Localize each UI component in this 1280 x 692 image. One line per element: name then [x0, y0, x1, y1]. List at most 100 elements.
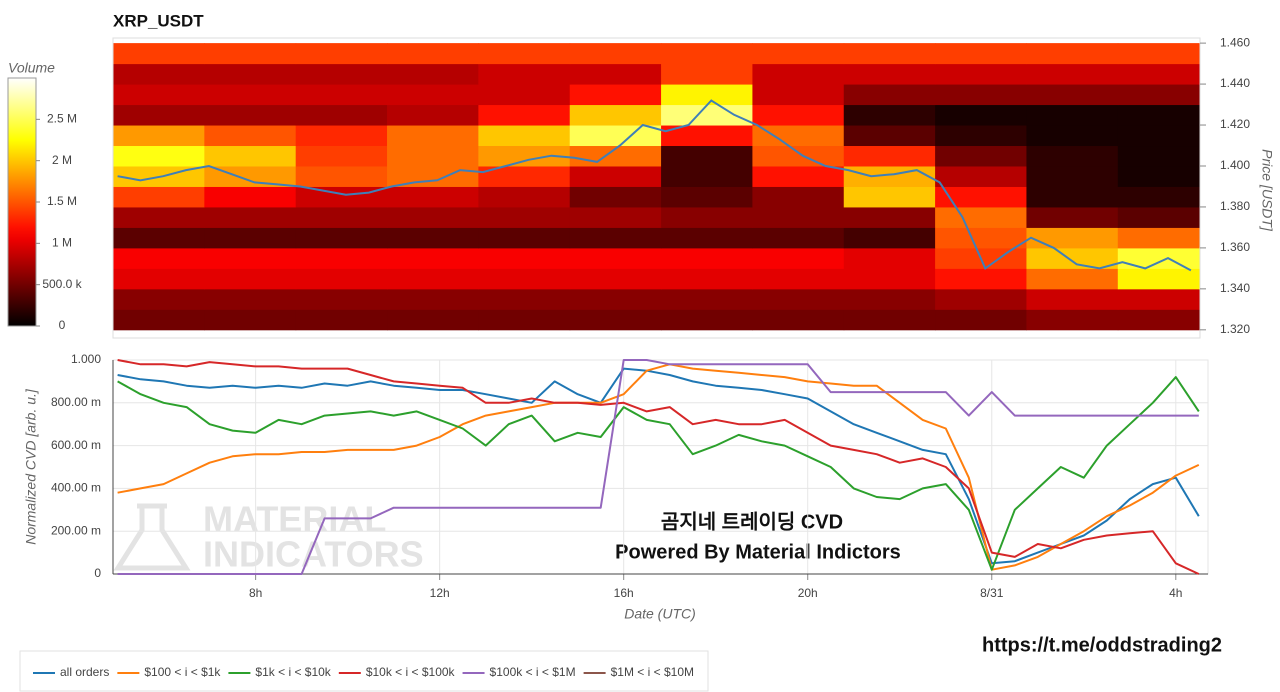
colorbar-title: Volume: [8, 60, 55, 76]
heatmap-cell: [113, 309, 205, 331]
heatmap-cell: [661, 104, 753, 126]
heatmap-cell: [113, 43, 205, 65]
x-tick-label: 8/31: [980, 586, 1004, 600]
annotation: 곰지네 트레이딩 CVD: [661, 510, 843, 533]
heatmap-cell: [569, 288, 662, 310]
heatmap-cell: [569, 165, 662, 187]
heatmap-cell: [1026, 186, 1119, 208]
heatmap-cell: [752, 43, 845, 65]
heatmap-cell: [1026, 125, 1119, 147]
heatmap-cell: [1026, 309, 1119, 331]
heatmap-cell: [1026, 165, 1119, 187]
heatmap-cell: [935, 43, 1027, 65]
heatmap-cell: [752, 104, 845, 126]
heatmap-cell: [752, 309, 845, 331]
heatmap-cell: [843, 125, 936, 147]
heatmap-cell: [387, 206, 479, 228]
legend-label[interactable]: all orders: [60, 665, 109, 679]
heatmap-cell: [387, 309, 479, 331]
heatmap-cell: [204, 227, 297, 249]
heatmap-cell: [1117, 268, 1200, 290]
plot-frame: [112, 37, 1201, 339]
legend-label[interactable]: $10k < i < $100k: [366, 665, 456, 679]
heatmap-cell: [752, 63, 845, 85]
heatmap-cell: [1117, 43, 1200, 65]
heatmap-cell: [295, 43, 388, 65]
heatmap-cell: [1117, 63, 1200, 85]
legend-label[interactable]: $100 < i < $1k: [144, 665, 221, 679]
heatmap-cell: [569, 43, 662, 65]
colorbar-tick-label: 1.5 M: [47, 194, 77, 208]
heatmap-cell: [1026, 288, 1119, 310]
heatmap-cell: [295, 309, 388, 331]
annotation: Powered By Material Indictors: [615, 541, 901, 563]
x-tick-label: 16h: [614, 586, 634, 600]
heatmap-cell: [752, 227, 845, 249]
price-line: [117, 99, 1192, 272]
legend-label[interactable]: $1M < i < $10M: [611, 665, 694, 679]
y-tick-label: 1.420: [1220, 117, 1250, 131]
y-tick-label: 1.340: [1220, 281, 1250, 295]
cvd-line: [117, 367, 1200, 565]
heatmap-cell: [1026, 145, 1119, 167]
heatmap-cell: [295, 104, 388, 126]
heatmap-cell: [661, 43, 753, 65]
heatmap-cell: [843, 247, 936, 269]
heatmap-cell: [478, 288, 571, 310]
heatmap-cell: [569, 125, 662, 147]
heatmap-cell: [478, 309, 571, 331]
heatmap-cell: [752, 165, 845, 187]
heatmap-cell: [113, 206, 205, 228]
heatmap-cell: [204, 206, 297, 228]
heatmap-cell: [935, 186, 1027, 208]
y-tick-label: 200.00 m: [51, 523, 101, 537]
heatmap-cell: [843, 63, 936, 85]
y-tick-label: 1.000: [71, 352, 101, 366]
x-tick-label: 20h: [798, 586, 818, 600]
heatmap-cell: [113, 227, 205, 249]
heatmap-cell: [387, 125, 479, 147]
heatmap-cell: [295, 268, 388, 290]
y-tick-label: 1.320: [1220, 322, 1250, 336]
heatmap-cell: [387, 145, 479, 167]
heatmap-cell: [1026, 206, 1119, 228]
legend-label[interactable]: $1k < i < $10k: [255, 665, 331, 679]
heatmap-cell: [752, 268, 845, 290]
heatmap-cell: [752, 288, 845, 310]
heatmap-cell: [295, 63, 388, 85]
heatmap-cell: [661, 145, 753, 167]
heatmap-cell: [113, 247, 205, 269]
y-tick-label: 1.460: [1220, 35, 1250, 49]
heatmap-cell: [935, 165, 1027, 187]
heatmap-cell: [1117, 227, 1200, 249]
x-axis-title: Date (UTC): [624, 606, 696, 622]
heatmap-cell: [1117, 309, 1200, 331]
heatmap-cell: [661, 268, 753, 290]
link-text[interactable]: https://t.me/oddstrading2: [982, 634, 1222, 656]
heatmap-cell: [113, 125, 205, 147]
heatmap-cell: [1026, 84, 1119, 106]
heatmap-cell: [1117, 186, 1200, 208]
cvd-line: [117, 359, 1200, 575]
cvd-line: [117, 359, 1199, 575]
heatmap-cell: [478, 145, 571, 167]
heatmap-cell: [295, 288, 388, 310]
heatmap-cell: [113, 186, 205, 208]
legend-label[interactable]: $100k < i < $1M: [490, 665, 576, 679]
heatmap-cell: [569, 63, 662, 85]
heatmap-cell: [935, 268, 1027, 290]
heatmap-cell: [387, 268, 479, 290]
heatmap-cell: [843, 104, 936, 126]
colorbar-tick-label: 0: [59, 318, 66, 332]
cvd-line: [117, 363, 1200, 571]
heatmap-cell: [295, 206, 388, 228]
heatmap-cell: [387, 63, 479, 85]
heatmap-cell: [204, 104, 297, 126]
heatmap-cell: [387, 84, 479, 106]
heatmap-cell: [387, 104, 479, 126]
heatmap-cell: [204, 125, 297, 147]
heatmap-cell: [935, 145, 1027, 167]
heatmap-cell: [1026, 104, 1119, 126]
heatmap-cell: [843, 186, 936, 208]
